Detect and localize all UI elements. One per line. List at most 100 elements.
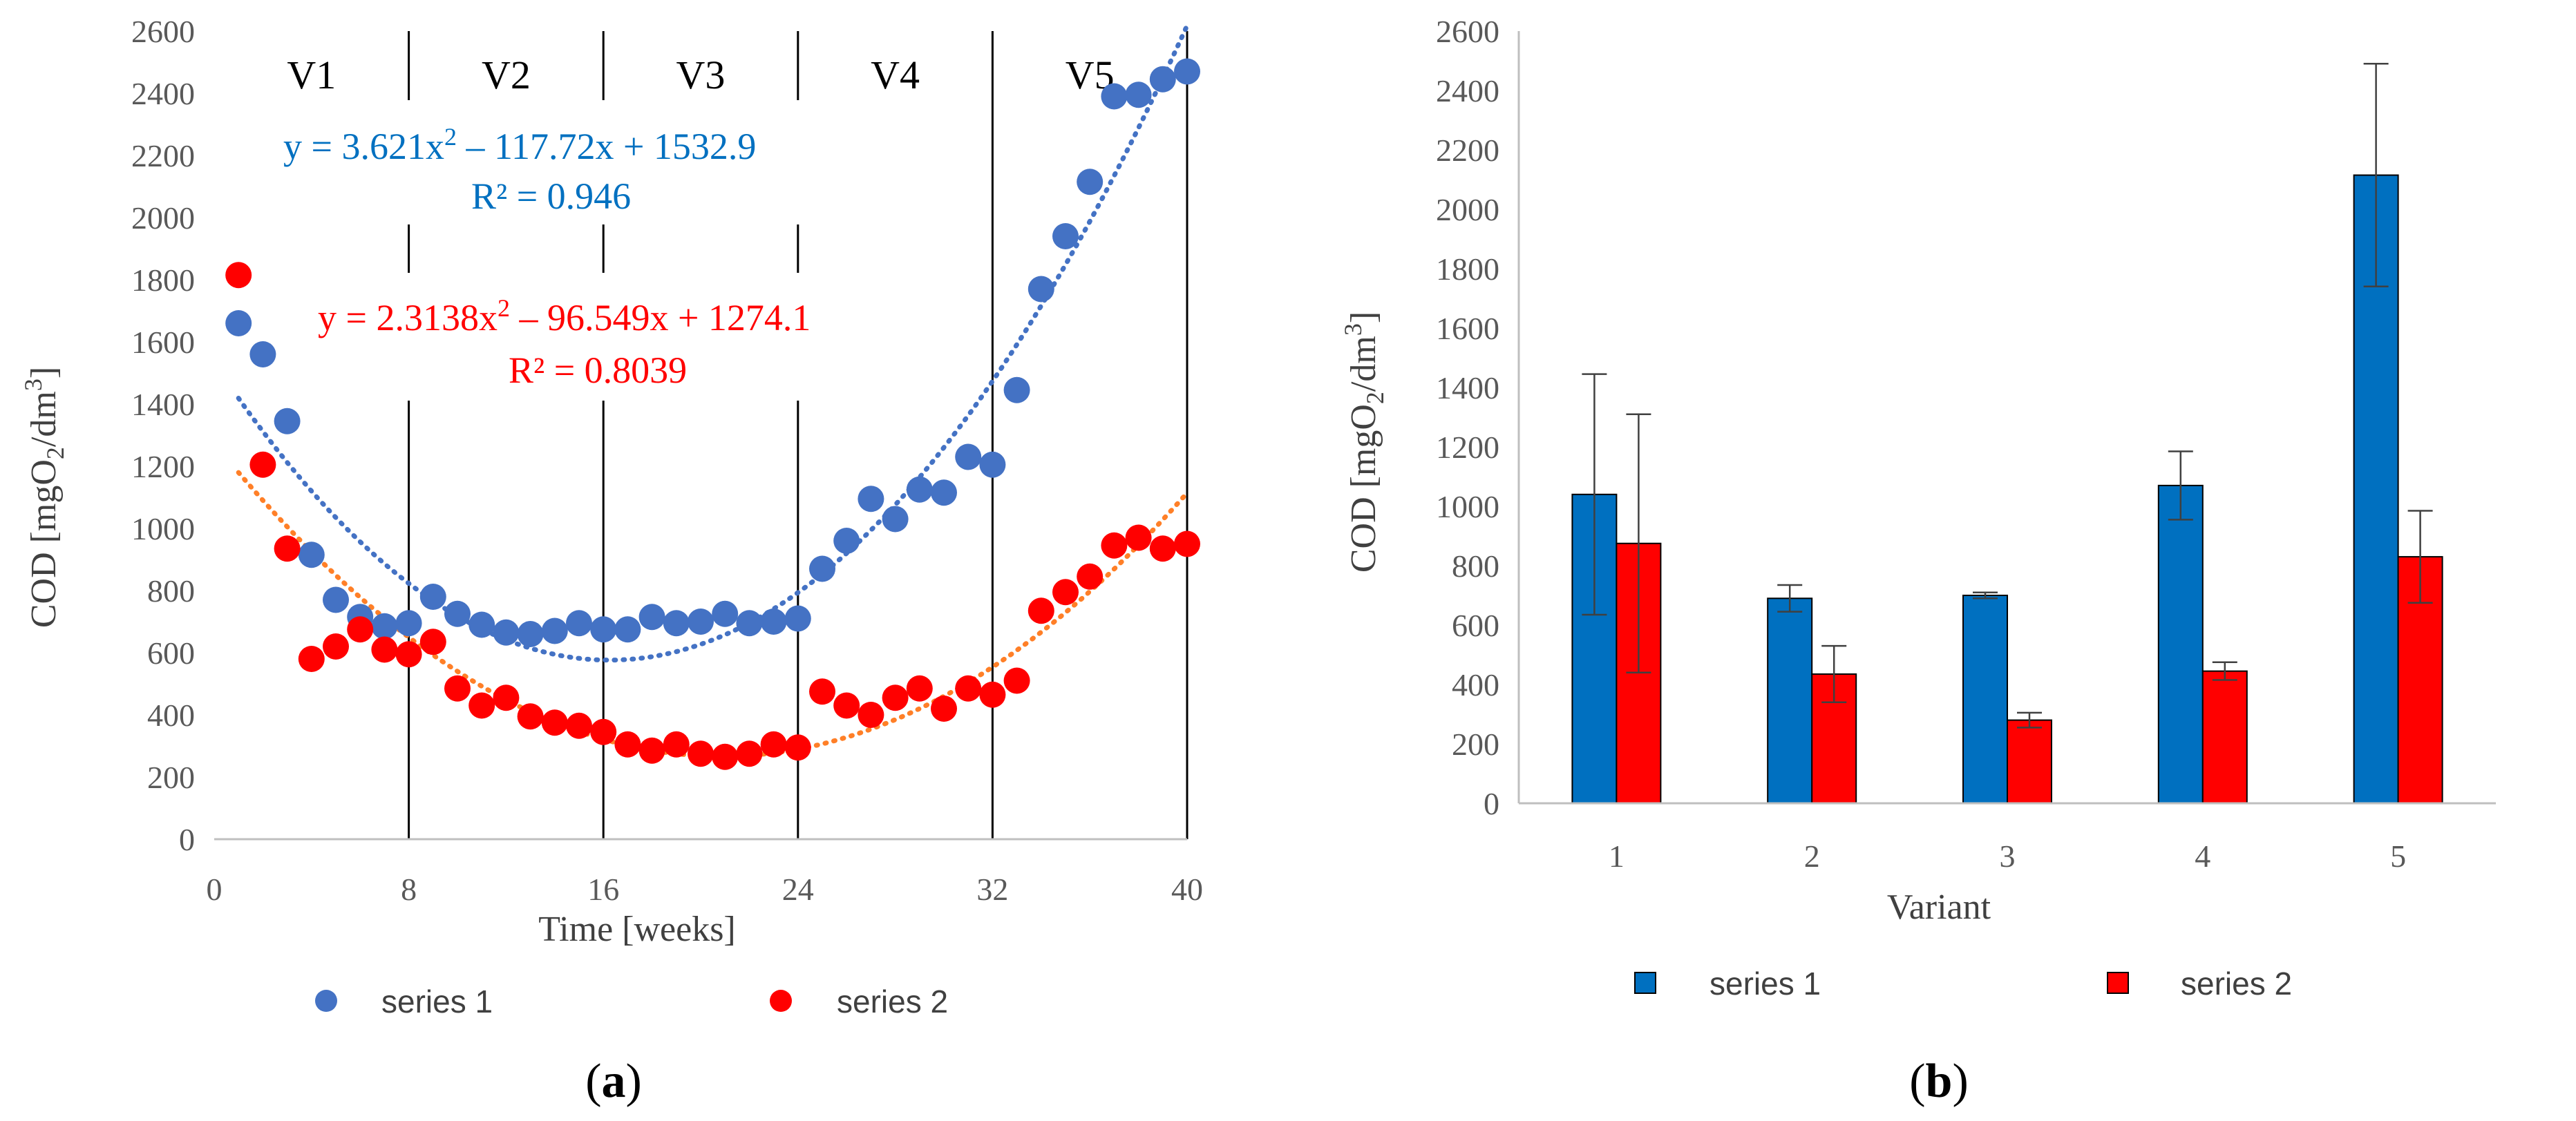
- y-tick-label: 600: [1452, 608, 1499, 643]
- point-series-2: [663, 731, 690, 758]
- panel-label-a: (a): [585, 1055, 642, 1108]
- point-series-1: [882, 506, 909, 533]
- point-series-2: [444, 675, 471, 702]
- chart-b: 0 200 400 600 800 1000 1200 1400 1600 1800 2000 220…: [1339, 14, 2496, 1108]
- point-series-1: [833, 528, 860, 554]
- x-tick-label: 24: [782, 872, 814, 907]
- period-labels: V1 V2 V3 V4 V5: [287, 52, 1114, 97]
- x-tick-labels-b: 1 2 3 4 5: [1609, 839, 2406, 874]
- point-series-2: [225, 262, 252, 289]
- legend-marker-series-2-a: [770, 990, 792, 1012]
- y-tick-label: 2400: [131, 76, 195, 111]
- point-series-1: [225, 310, 252, 336]
- point-series-2: [1101, 532, 1128, 559]
- point-series-2: [638, 737, 665, 764]
- legend-label-series-2-a: series 2: [837, 984, 948, 1019]
- y-tick-label: 1800: [131, 262, 195, 298]
- point-series-2: [1174, 530, 1200, 557]
- y-tick-label: 0: [179, 822, 195, 857]
- point-series-2: [468, 692, 495, 719]
- point-series-1: [1077, 169, 1104, 195]
- x-axis-title-a: Time [weeks]: [538, 910, 736, 949]
- point-series-1: [1052, 223, 1079, 249]
- point-series-2: [298, 646, 325, 672]
- point-series-1: [1003, 376, 1030, 403]
- y-tick-label: 1600: [1436, 311, 1499, 346]
- y-tick-labels-a: 0 200 400 600 800 1000 1200 1400 1600 1800 2000 220…: [131, 14, 195, 857]
- x-tick-label: 3: [2000, 839, 2016, 874]
- y-tick-label: 1600: [131, 325, 195, 360]
- y-tick-label: 200: [1452, 727, 1499, 762]
- panel-label-b: (b): [1909, 1055, 1969, 1108]
- point-series-2: [493, 684, 520, 711]
- point-series-1: [493, 619, 520, 646]
- point-series-1: [1027, 276, 1054, 303]
- point-series-2: [858, 702, 884, 728]
- point-series-1: [1174, 58, 1200, 85]
- x-tick-label: 40: [1171, 872, 1203, 907]
- point-series-1: [541, 617, 568, 644]
- trend-equation-series-1: y = 3.621x2 – 117.72x + 1532.9: [283, 123, 756, 167]
- point-series-1: [298, 542, 325, 568]
- y-tick-label: 1800: [1436, 251, 1499, 287]
- bar-series-1: [1767, 597, 1813, 804]
- period-label: V2: [482, 52, 531, 97]
- bar-series-2: [1811, 673, 1857, 805]
- y-tick-label: 2400: [1436, 73, 1499, 108]
- point-series-1: [274, 408, 301, 434]
- bar-series-2: [2007, 719, 2052, 804]
- y-tick-label: 200: [147, 760, 195, 795]
- point-series-2: [1149, 535, 1176, 562]
- y-tick-label: 2000: [1436, 192, 1499, 227]
- trend-r2-series-1: R² = 0.946: [471, 175, 631, 217]
- legend-b: series 1 series 2: [1634, 966, 2292, 1002]
- point-series-2: [809, 678, 835, 705]
- y-tick-label: 1200: [131, 449, 195, 484]
- y-tick-label: 400: [1452, 667, 1499, 702]
- legend-label-series-2-b: series 2: [2181, 966, 2292, 1002]
- point-series-2: [1077, 563, 1104, 590]
- x-tick-label: 16: [587, 872, 619, 907]
- point-series-2: [906, 675, 933, 702]
- point-series-2: [1027, 597, 1054, 624]
- chart-a: 0200400600800100012001400160018002000220…: [19, 14, 1203, 1108]
- bar-series-2: [2201, 670, 2248, 805]
- legend-marker-series-2-b: [2107, 972, 2129, 994]
- y-tick-labels-b: 0 200 400 600 800 1000 1200 1400 1600 1800 2000 220…: [1436, 14, 1499, 821]
- y-tick-label: 1000: [1436, 489, 1499, 524]
- point-series-2: [614, 731, 641, 758]
- bar-series-1: [2157, 484, 2204, 805]
- point-series-2: [1003, 667, 1030, 694]
- legend-a: series 1 series 2: [315, 984, 948, 1019]
- point-series-1: [979, 451, 1006, 478]
- point-series-1: [517, 621, 544, 647]
- data-points: [225, 58, 1200, 770]
- y-tick-label: 2200: [1436, 133, 1499, 168]
- point-series-1: [784, 605, 811, 632]
- point-series-1: [809, 555, 835, 582]
- point-series-1: [395, 610, 422, 637]
- point-series-2: [882, 684, 909, 711]
- y-tick-label: 1400: [1436, 370, 1499, 405]
- point-series-1: [590, 616, 617, 643]
- point-series-1: [323, 586, 349, 613]
- y-tick-label: 1000: [131, 511, 195, 546]
- point-series-2: [347, 616, 374, 643]
- x-tick-labels-a: 0 8 16 24 32 40: [207, 872, 1204, 907]
- x-tick-label: 32: [976, 872, 1008, 907]
- point-series-1: [1125, 82, 1152, 108]
- point-series-2: [784, 734, 811, 761]
- trend-r2-series-2: R² = 0.8039: [509, 349, 687, 391]
- point-series-2: [979, 681, 1006, 708]
- period-label: V4: [871, 52, 920, 97]
- point-series-2: [541, 709, 568, 736]
- point-series-2: [323, 633, 349, 660]
- x-tick-label: 1: [1609, 839, 1625, 874]
- trend-equation-series-2: y = 2.3138x2 – 96.549x + 1274.1: [318, 294, 811, 338]
- period-label: V3: [676, 52, 726, 97]
- x-tick-label: 2: [1804, 839, 1820, 874]
- x-tick-label: 8: [401, 872, 417, 907]
- point-series-2: [931, 696, 957, 722]
- point-series-2: [274, 535, 301, 562]
